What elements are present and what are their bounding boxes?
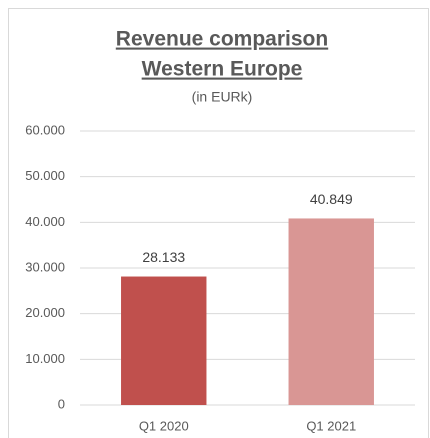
- data-label: 40.849: [310, 191, 353, 207]
- bar: [288, 218, 374, 405]
- y-tick-label: 50.000: [25, 168, 65, 183]
- y-tick-label: 20.000: [25, 305, 65, 320]
- bar: [121, 276, 207, 405]
- data-label: 28.133: [142, 249, 185, 265]
- y-tick-label: 30.000: [25, 259, 65, 274]
- y-tick-label: 10.000: [25, 351, 65, 366]
- x-tick-label: Q1 2021: [306, 418, 356, 433]
- y-tick-label: 40.000: [25, 214, 65, 229]
- chart-frame: [8, 8, 429, 438]
- chart-title: Western Europe: [142, 58, 303, 81]
- chart-subtitle: (in EURk): [192, 89, 253, 105]
- y-tick-label: 60.000: [25, 122, 65, 137]
- chart-title: Revenue comparison: [116, 28, 328, 51]
- x-tick-label: Q1 2020: [139, 418, 189, 433]
- y-tick-label: 0: [58, 396, 65, 411]
